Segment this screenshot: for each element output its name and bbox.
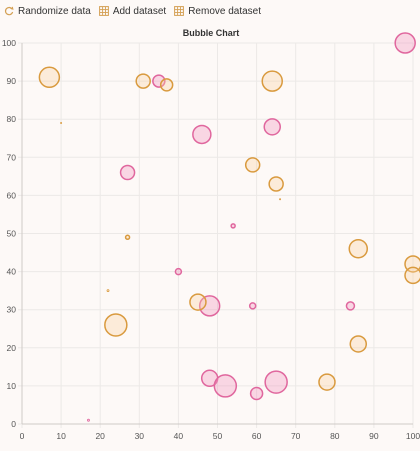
- bubble-point[interactable]: [174, 267, 183, 276]
- bubble-point[interactable]: [159, 78, 174, 92]
- y-tick-label: 50: [7, 229, 17, 239]
- bubble-point[interactable]: [261, 70, 283, 92]
- remove-dataset-button[interactable]: Remove dataset: [174, 6, 261, 17]
- bubble-point[interactable]: [348, 238, 369, 259]
- bubble-point[interactable]: [135, 73, 151, 89]
- bubble-point[interactable]: [38, 66, 61, 89]
- x-tick-label: 0: [20, 431, 25, 441]
- bubble-point[interactable]: [152, 74, 166, 88]
- bubble-point[interactable]: [264, 370, 288, 394]
- y-tick-label: 70: [7, 152, 17, 162]
- bubble-point[interactable]: [106, 289, 110, 293]
- table-minus-icon: [174, 6, 185, 16]
- chart-axes: 0 10 20 30 40 50 60 70 80 90 100 0 10 20 30 40 50 60 70 80 9…: [2, 38, 420, 441]
- y-tick-label: 100: [2, 38, 16, 48]
- bubble-point[interactable]: [60, 122, 63, 125]
- y-tick-label: 10: [7, 381, 17, 391]
- chart-title: Bubble Chart: [183, 28, 240, 38]
- bubble-point[interactable]: [394, 32, 416, 54]
- bubble-point[interactable]: [87, 418, 90, 422]
- x-tick-label: 100: [406, 431, 420, 441]
- toolbar: Randomize data Add dataset Remove datase…: [0, 0, 420, 22]
- table-plus-icon: [98, 6, 109, 16]
- bubble-point[interactable]: [189, 293, 207, 311]
- remove-dataset-label: Remove dataset: [188, 5, 262, 17]
- x-tick-label: 50: [213, 431, 223, 441]
- add-dataset-button[interactable]: Add dataset: [98, 5, 167, 17]
- randomize-data-label: Randomize data: [18, 5, 91, 17]
- bubble-point[interactable]: [230, 223, 236, 229]
- chart-bubbles: [38, 32, 420, 422]
- y-tick-label: 20: [7, 343, 17, 353]
- bubble-point[interactable]: [248, 302, 257, 310]
- y-tick-label: 0: [11, 419, 16, 429]
- bubble-point[interactable]: [249, 386, 264, 401]
- y-tick-label: 90: [7, 76, 17, 86]
- x-tick-label: 40: [174, 431, 184, 441]
- bubble-point[interactable]: [124, 234, 131, 241]
- bubble-point[interactable]: [349, 335, 368, 353]
- y-tick-label: 30: [7, 305, 17, 315]
- bubble-point[interactable]: [263, 118, 281, 136]
- randomize-data-button[interactable]: Randomize data: [4, 6, 91, 17]
- chart-grid: [18, 42, 414, 428]
- bubble-point[interactable]: [318, 373, 336, 391]
- x-tick-label: 90: [369, 431, 379, 441]
- bubble-point[interactable]: [213, 374, 238, 398]
- bubble-point[interactable]: [279, 198, 282, 201]
- bubble-point[interactable]: [244, 157, 261, 173]
- x-tick-label: 60: [252, 431, 262, 441]
- x-tick-label: 10: [56, 431, 66, 441]
- x-tick-label: 80: [330, 431, 340, 441]
- x-tick-label: 20: [95, 431, 105, 441]
- y-tick-label: 60: [7, 190, 17, 200]
- bubble-point[interactable]: [404, 266, 420, 285]
- refresh-icon: [4, 6, 14, 16]
- bubble-point[interactable]: [119, 164, 136, 181]
- x-tick-label: 70: [291, 431, 301, 441]
- x-tick-label: 30: [135, 431, 145, 441]
- y-tick-label: 80: [7, 114, 17, 124]
- bubble-point[interactable]: [104, 313, 128, 337]
- bubble-point[interactable]: [268, 176, 284, 192]
- bubble-point[interactable]: [192, 124, 212, 145]
- bubble-point[interactable]: [198, 295, 221, 317]
- y-tick-label: 40: [7, 267, 17, 277]
- bubble-point[interactable]: [345, 301, 356, 311]
- add-dataset-label: Add dataset: [112, 5, 167, 17]
- bubble-chart: Bubble Chart 0 10 20 30 40 50 60 70 80 90 100 0 10 20…: [2, 28, 420, 441]
